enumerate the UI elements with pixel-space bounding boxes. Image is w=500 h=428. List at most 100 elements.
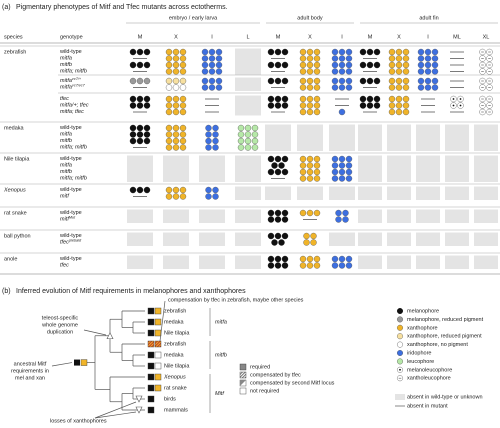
pigment-cell [345, 255, 353, 263]
pigment-cell [359, 102, 367, 109]
pigment-cell [313, 48, 321, 56]
genotype: tfec [60, 263, 69, 269]
pigment-cell [267, 262, 275, 269]
absent-box [199, 255, 225, 269]
pigment-cell [424, 48, 432, 56]
pigment-cell [215, 55, 223, 62]
pigment-cell [402, 84, 410, 91]
pigment-cell [165, 55, 173, 62]
genotype-name: wild-type [59, 187, 82, 193]
column-header: M [138, 34, 143, 40]
annotation-leader [94, 411, 137, 419]
pigment-cell [402, 55, 410, 62]
pigment-cell [267, 209, 275, 217]
pigment-cell [313, 68, 321, 75]
pigment-cell [251, 131, 259, 138]
pigment-cell [179, 68, 187, 75]
pigment-cell [179, 84, 187, 91]
pigment-cell [129, 48, 137, 56]
pigment-cell [136, 95, 144, 103]
absent-box [297, 186, 323, 200]
pigment-cell [208, 84, 216, 91]
cell-type-label: melanophore, reduced pigment [407, 317, 484, 323]
absent-label: absent in wild-type or unknown [407, 394, 483, 400]
species: ball python [4, 233, 31, 239]
pigment-cell [244, 131, 252, 138]
pigment-cell [274, 255, 282, 263]
stage-group: adult body [297, 15, 323, 21]
pigment-cell [342, 209, 349, 217]
pigment-cell [331, 175, 339, 182]
genotype: mitfa; tfec [60, 109, 84, 115]
pigment-cell [212, 186, 219, 194]
genotype: wild-type [59, 210, 82, 216]
pigment-cell [281, 232, 289, 240]
pigment-cell [331, 162, 339, 169]
genotype: mitfa [60, 132, 72, 138]
pigment-cell [359, 77, 367, 85]
pigment-cell [208, 68, 216, 75]
pigment-cell [397, 358, 404, 365]
pigment-cell [313, 262, 321, 269]
pigment-cell [267, 216, 275, 223]
pigment-cell [310, 232, 317, 240]
cell-type-label: iridophore [407, 350, 431, 356]
genotype-name: mitfa [60, 163, 72, 169]
genotype: mitfb [60, 62, 72, 68]
absent-box [127, 255, 153, 269]
pigment-cell [215, 84, 223, 91]
pigment-cell [274, 216, 282, 223]
gene-label: mitfb [215, 352, 227, 358]
genotype: mitfa; mitfb [60, 176, 87, 182]
pigment-cell [179, 193, 187, 200]
pigment-cell [267, 255, 275, 263]
absent-box [235, 48, 261, 75]
mel-square [147, 307, 155, 315]
state-swatch [239, 363, 247, 371]
genotype-name: mitfb [60, 62, 72, 68]
pigment-cell [274, 102, 282, 109]
cell-type-label: xanthophore [407, 325, 438, 331]
pigment-cell [313, 61, 321, 69]
genotype: wild-type [59, 49, 82, 55]
cell-type-label: xanthophore, no pigment [407, 342, 468, 348]
pigment-cell [431, 48, 439, 56]
pigment-cell [397, 350, 404, 357]
pigment-cell [299, 155, 307, 163]
pigment-cell [299, 162, 307, 169]
pigment-cell [417, 84, 425, 91]
genotype-allele: vc7/+ [72, 77, 82, 81]
genotype-name: tfec [60, 263, 69, 269]
panel-title: Pigmentary phenotypes of Mitf and Tfec m… [16, 4, 228, 11]
pigment-cell [179, 55, 187, 62]
pigment-cell [424, 55, 432, 62]
pigment-cell [172, 61, 180, 69]
genotype: wild-type [59, 156, 82, 162]
pigment-cell [172, 193, 180, 200]
pigment-cell [402, 77, 410, 85]
pigment-cell [237, 137, 245, 145]
species: Xenopus [3, 187, 26, 193]
genotype-name: tfec [60, 240, 69, 246]
pigment-cell [402, 61, 410, 69]
genotype-header: genotype [60, 34, 83, 40]
pigment-cell [345, 61, 353, 69]
cell-type-label: melanoleucophore [407, 367, 452, 373]
pigment-cell [331, 155, 339, 163]
genotype: mitfavc7/vc7 [60, 84, 86, 91]
genotype-name: mitf [60, 194, 69, 200]
pigment-cell [281, 216, 289, 223]
pigment-cell [310, 239, 317, 246]
pigment-cell [424, 84, 432, 91]
pigment-cell [267, 232, 275, 240]
absent-box [235, 255, 261, 269]
absent-box [235, 77, 261, 91]
pigment-cell [338, 155, 346, 163]
pigment-cell [281, 155, 289, 163]
absent-box [445, 255, 469, 269]
pigment-cell [338, 262, 346, 269]
pigment-cell [172, 48, 180, 56]
pigment-cell [205, 193, 212, 200]
pigment-cell [338, 255, 346, 263]
pigment-cell [338, 68, 346, 75]
